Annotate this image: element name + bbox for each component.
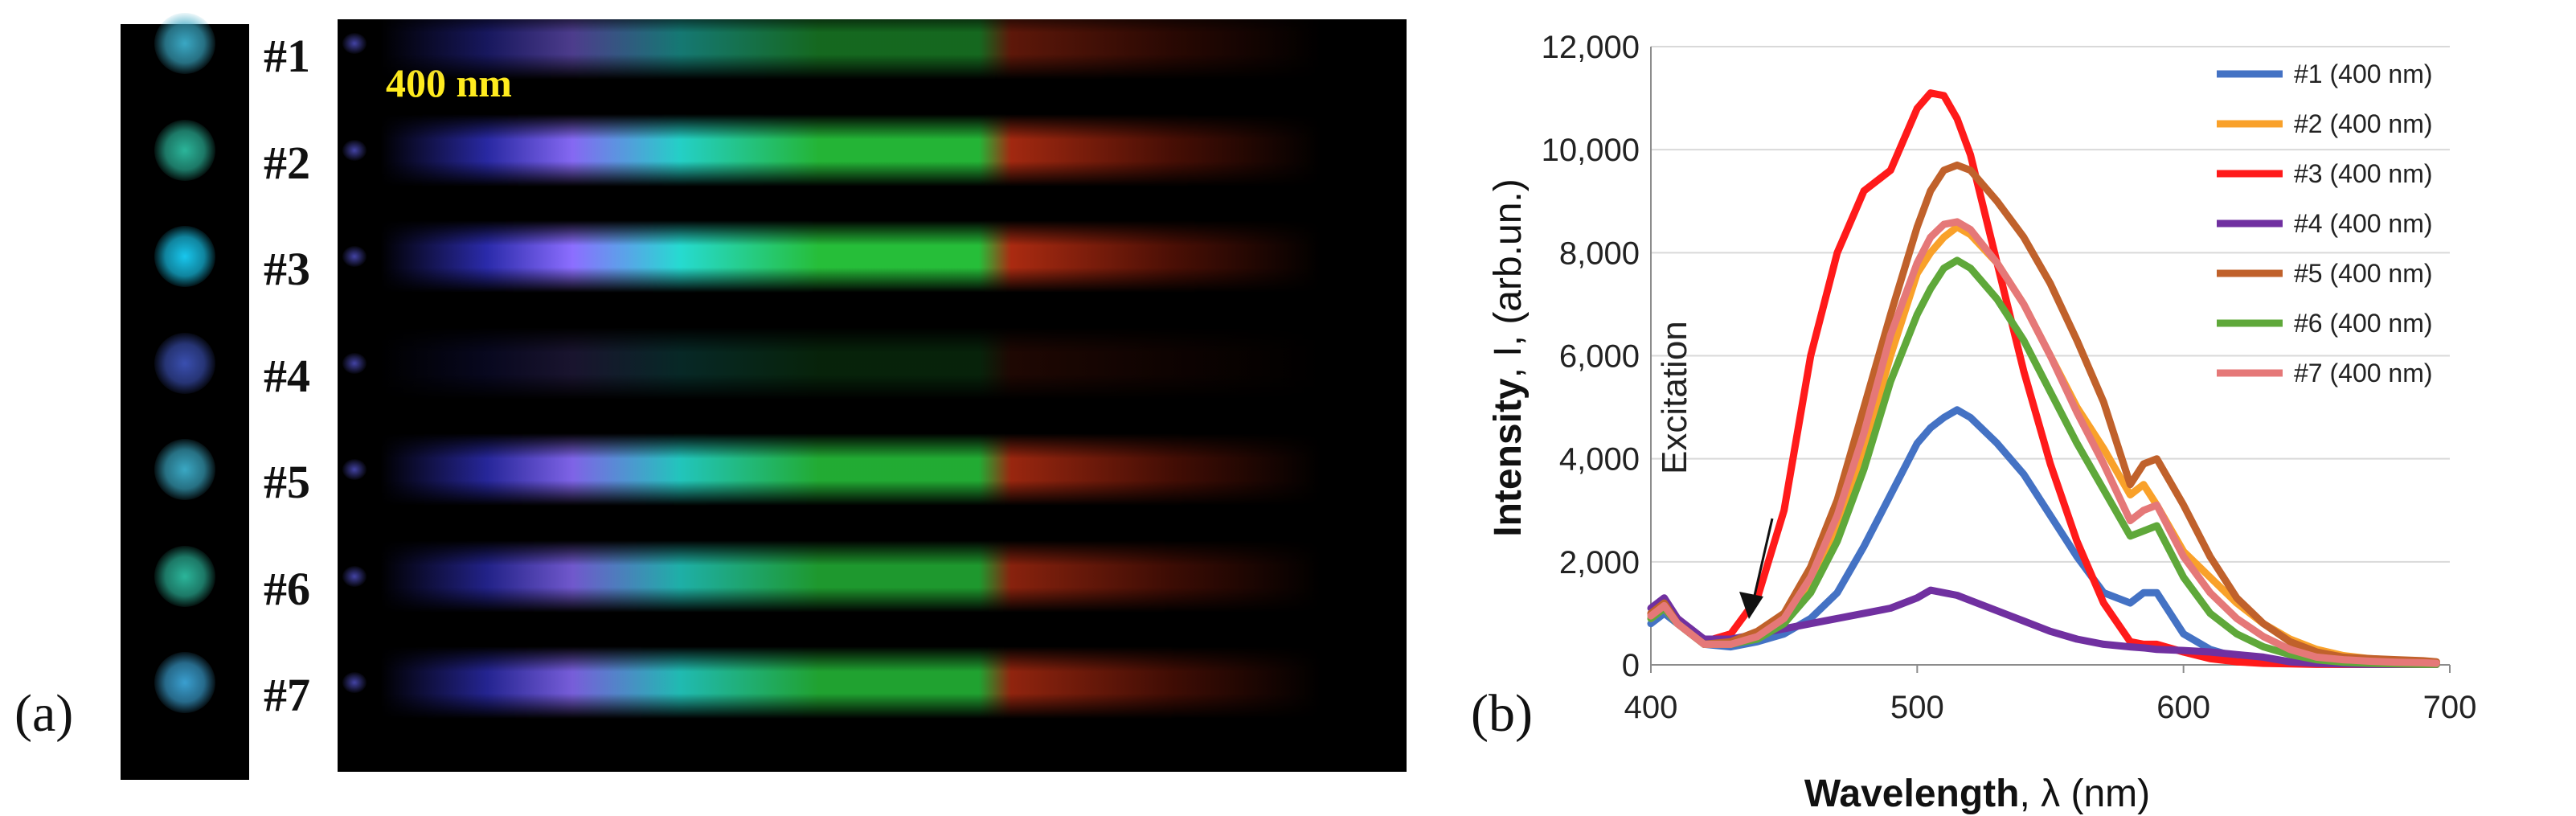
x-axis-title: Wavelength, λ (nm) bbox=[1804, 773, 2150, 815]
chart-series bbox=[1647, 89, 2440, 668]
excitation-spot bbox=[342, 352, 367, 374]
sample-label: #7 bbox=[264, 669, 310, 721]
spectra-photograph: 400 nm bbox=[338, 19, 1407, 772]
emission-dot bbox=[154, 545, 215, 607]
panel-b-label: (b) bbox=[1471, 684, 1533, 743]
x-tick-label: 400 bbox=[1624, 690, 1678, 725]
emission-spectra-chart: 0 2,000 4,000 6,000 8,000 10,000 12,000 400 500 6… bbox=[1487, 30, 2477, 815]
emission-dot bbox=[154, 332, 215, 394]
emission-dot bbox=[154, 439, 215, 500]
sample-label: #3 bbox=[264, 243, 310, 295]
legend-label: #3 (400 nm) bbox=[2294, 159, 2433, 188]
legend-label: #4 (400 nm) bbox=[2294, 209, 2433, 238]
spectral-band bbox=[338, 646, 1407, 719]
emission-dot bbox=[154, 119, 215, 181]
x-tick-label: 500 bbox=[1890, 690, 1944, 725]
excitation-spot bbox=[342, 459, 367, 480]
spectral-band bbox=[338, 220, 1407, 293]
spectral-band bbox=[338, 326, 1407, 400]
series-line bbox=[1647, 161, 2440, 666]
excitation-spot bbox=[342, 565, 367, 587]
sample-label: #2 bbox=[264, 136, 310, 189]
y-tick-label: 6,000 bbox=[1559, 339, 1640, 375]
excitation-spot bbox=[342, 246, 367, 267]
excitation-spot bbox=[342, 139, 367, 161]
legend-label: #7 (400 nm) bbox=[2294, 359, 2433, 387]
spectral-band bbox=[338, 113, 1407, 187]
y-tick-label: 4,000 bbox=[1559, 442, 1640, 478]
legend-label: #5 (400 nm) bbox=[2294, 259, 2433, 288]
sample-label: #5 bbox=[264, 456, 310, 508]
legend-label: #1 (400 nm) bbox=[2294, 59, 2433, 88]
y-tick-label: 2,000 bbox=[1559, 545, 1640, 580]
chart-axes: 0 2,000 4,000 6,000 8,000 10,000 12,000 400 500 6… bbox=[1542, 30, 2477, 725]
emission-dots-strip bbox=[121, 13, 249, 780]
x-axis-title-main: Wavelength bbox=[1804, 773, 2020, 815]
chart-legend: #1 (400 nm) #2 (400 nm) #3 (400 nm) #4 (400… bbox=[2217, 59, 2433, 387]
excitation-annotation: Excitation bbox=[1655, 321, 1774, 619]
emission-dot bbox=[154, 652, 215, 713]
emission-dot bbox=[154, 13, 215, 74]
spectral-band bbox=[338, 539, 1407, 613]
x-tick-label: 700 bbox=[2423, 690, 2477, 725]
emission-dot bbox=[154, 226, 215, 287]
sample-label: #1 bbox=[264, 30, 310, 82]
sample-label: #6 bbox=[264, 562, 310, 615]
y-axis-title-main: Intensity bbox=[1487, 378, 1530, 537]
series-line bbox=[1647, 218, 2440, 667]
spectral-band bbox=[338, 19, 1407, 80]
y-tick-label: 10,000 bbox=[1542, 133, 1640, 168]
panel-a-label: (a) bbox=[14, 684, 74, 743]
excitation-label: Excitation bbox=[1655, 321, 1694, 474]
spectral-band bbox=[338, 433, 1407, 506]
y-tick-label: 0 bbox=[1622, 648, 1640, 683]
excitation-arrowhead-icon bbox=[1739, 592, 1763, 619]
y-axis-title-rest: , I, (arb.un.) bbox=[1487, 178, 1530, 378]
legend-label: #6 (400 nm) bbox=[2294, 309, 2433, 338]
y-axis-title: Intensity, I, (arb.un.) bbox=[1487, 178, 1530, 536]
x-axis-title-rest: , λ (nm) bbox=[2019, 773, 2150, 815]
excitation-spot bbox=[342, 33, 367, 54]
excitation-spot bbox=[342, 672, 367, 693]
excitation-arrow bbox=[1752, 518, 1774, 600]
legend-label: #2 (400 nm) bbox=[2294, 109, 2433, 138]
sample-label: #4 bbox=[264, 349, 310, 402]
y-tick-label: 8,000 bbox=[1559, 236, 1640, 271]
x-tick-label: 600 bbox=[2156, 690, 2210, 725]
y-tick-label: 12,000 bbox=[1542, 30, 1640, 65]
